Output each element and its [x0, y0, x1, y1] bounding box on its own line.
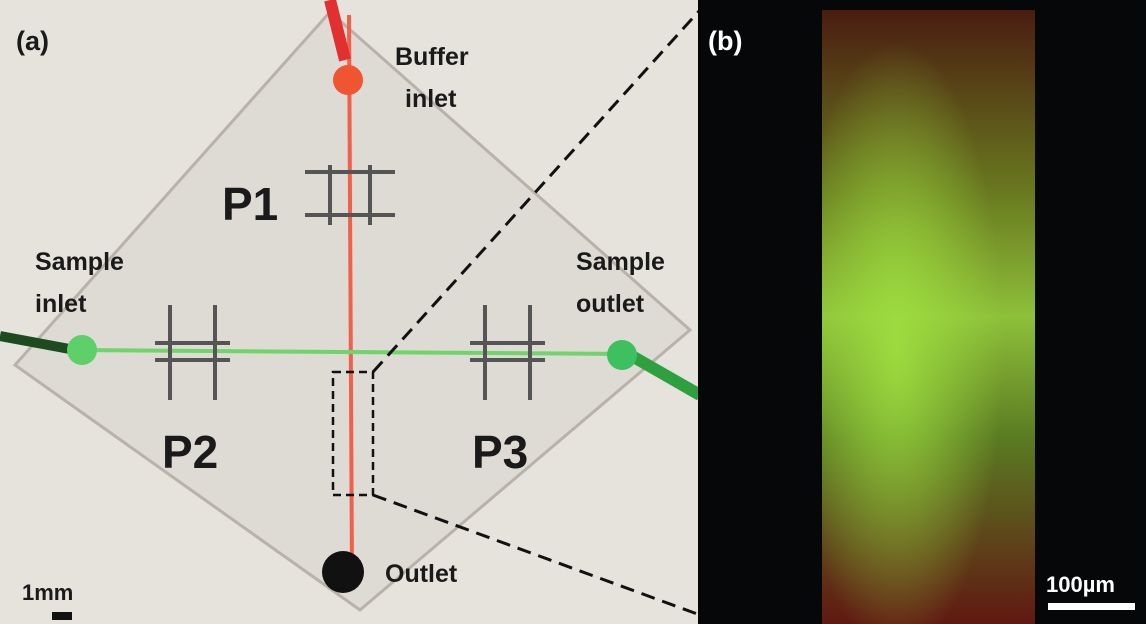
panel-label: (b)	[708, 26, 742, 56]
pump-label: P2	[162, 426, 218, 478]
label: Buffer	[395, 43, 469, 71]
panel-label: (a)	[16, 26, 49, 56]
sample-inlet-port	[67, 335, 97, 365]
label: inlet	[405, 85, 457, 113]
page: {"panel_a": {"label": "(a)", "buffer_inl…	[0, 0, 1146, 624]
scale-label: 100µm	[1046, 572, 1115, 597]
scale-bar	[52, 612, 72, 620]
label: outlet	[576, 290, 645, 318]
pump-label: P1	[222, 178, 278, 230]
sample-outlet-port	[607, 340, 637, 370]
figure: (a) Buffer inlet Sample inlet Sample out…	[0, 0, 1146, 624]
scale-bar	[1048, 603, 1135, 610]
label: Sample	[35, 248, 124, 276]
scale-label: 1mm	[22, 580, 73, 605]
label: Sample	[576, 248, 665, 276]
label: Outlet	[385, 560, 458, 588]
label: inlet	[35, 290, 87, 318]
outlet-port	[322, 551, 364, 593]
pump-label: P3	[472, 426, 528, 478]
channel-glow	[822, 10, 1035, 624]
buffer-port	[333, 65, 363, 95]
